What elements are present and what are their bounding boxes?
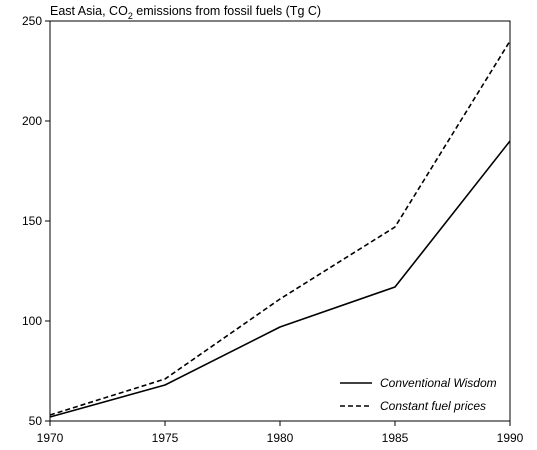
- x-tick-label: 1985: [382, 431, 409, 445]
- y-axis: 50 100 150 200 250: [22, 14, 50, 428]
- chart-title-prefix: East Asia, CO: [50, 4, 128, 18]
- y-tick-label: 50: [29, 414, 43, 428]
- legend-label: Constant fuel prices: [380, 399, 486, 413]
- x-axis: 1970 1975 1980 1985 1990: [37, 421, 524, 445]
- y-tick-label: 100: [22, 314, 42, 328]
- legend-label: Conventional Wisdom: [380, 376, 497, 390]
- y-tick-label: 200: [22, 114, 42, 128]
- y-tick-label: 250: [22, 14, 42, 28]
- x-tick-label: 1990: [497, 431, 524, 445]
- plot-frame: [49, 20, 511, 422]
- x-tick-label: 1980: [267, 431, 294, 445]
- legend: Conventional Wisdom Constant fuel prices: [340, 376, 497, 413]
- series-line-conventional-wisdom: [49, 140, 511, 418]
- chart-title: East Asia, CO2 emissions from fossil fue…: [50, 4, 321, 21]
- series-layer: [49, 40, 511, 418]
- chart-title-subscript: 2: [128, 11, 133, 21]
- chart-title-suffix: emissions from fossil fuels (Tg C): [133, 4, 321, 18]
- x-tick-label: 1970: [37, 431, 64, 445]
- series-line-constant-fuel-prices: [49, 40, 511, 416]
- x-tick-label: 1975: [152, 431, 179, 445]
- y-tick-label: 150: [22, 214, 42, 228]
